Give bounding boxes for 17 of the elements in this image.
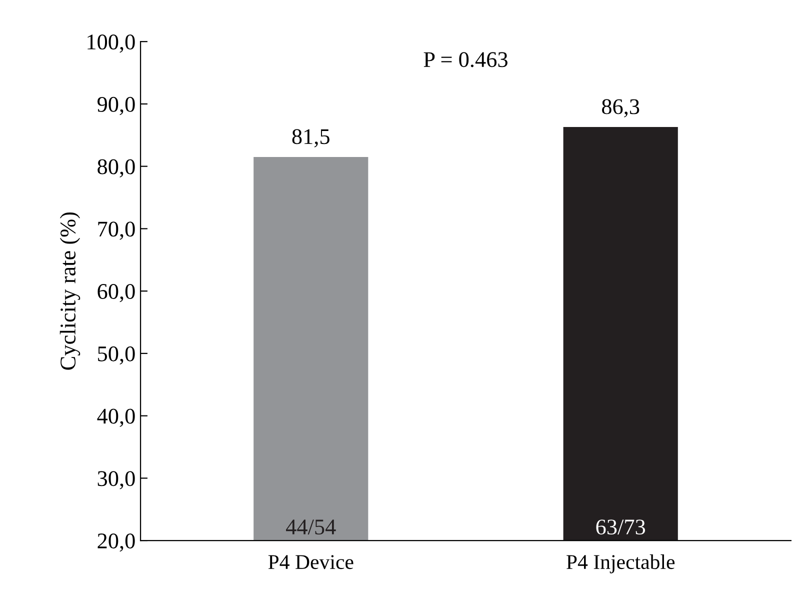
y-tick-label: 50,0: [98, 346, 135, 365]
y-tick-label: 70,0: [98, 222, 135, 240]
y-tick-label: 40,0: [97, 408, 135, 427]
data-label: 81,5: [292, 129, 330, 148]
x-tick-label: P4 Device: [268, 555, 354, 570]
y-axis-title: Cyclicity rate (%): [60, 212, 80, 370]
y-tick-label: 30,0: [98, 471, 135, 490]
annotation: P = 0.463: [424, 52, 508, 68]
y-tick-label: 20,0: [98, 533, 135, 552]
y-tick-label: 100,0: [88, 34, 135, 53]
y-tick-label: 60,0: [98, 284, 135, 302]
data-label: 86,3: [602, 99, 640, 118]
y-tick-label: 80,0: [98, 159, 135, 178]
annotation: 44/54: [286, 520, 336, 535]
annotation: 63/73: [596, 520, 646, 535]
x-tick-label: P4 Injectable: [566, 554, 675, 574]
y-tick-label: 90,0: [97, 96, 135, 116]
